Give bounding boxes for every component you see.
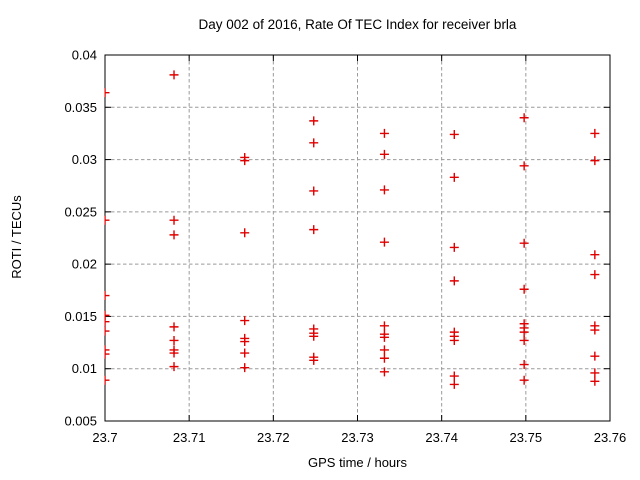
data-point-marker [519, 335, 529, 345]
data-point-marker [104, 349, 110, 359]
data-point-marker [379, 149, 389, 159]
data-point-marker [240, 337, 250, 347]
data-point-marker [169, 348, 179, 358]
data-point-marker [590, 156, 600, 166]
data-point-marker [519, 375, 529, 385]
y-tick-label: 0.01 [72, 361, 97, 376]
data-point-marker [309, 186, 319, 196]
data-point-marker [104, 375, 110, 385]
y-axis-label: ROTI / TECUs [9, 195, 24, 279]
data-point-marker [240, 316, 250, 326]
x-tick-label: 23.74 [425, 430, 458, 445]
data-point-marker [104, 291, 110, 301]
x-axis-label: GPS time / hours [308, 455, 407, 470]
data-point-marker [309, 355, 319, 365]
data-point-marker [379, 185, 389, 195]
x-tick-label: 23.71 [173, 430, 206, 445]
data-point-marker [590, 368, 600, 378]
data-point-marker [169, 335, 179, 345]
data-point-marker [379, 237, 389, 247]
data-point-marker [449, 379, 459, 389]
x-tick-label: 23.72 [257, 430, 290, 445]
data-point-marker [519, 284, 529, 294]
data-point-marker [379, 353, 389, 363]
x-tick-label: 23.75 [510, 430, 543, 445]
data-point-marker [590, 376, 600, 386]
y-tick-label: 0.025 [64, 204, 97, 219]
data-point-marker [590, 128, 600, 138]
data-point-marker [519, 113, 529, 123]
data-point-marker [590, 270, 600, 280]
data-point-marker [309, 225, 319, 235]
data-point-marker [104, 215, 110, 225]
data-point-marker [104, 88, 110, 98]
data-point-marker [379, 332, 389, 342]
data-point-marker [519, 360, 529, 370]
y-tick-label: 0.02 [72, 257, 97, 272]
data-point-marker [309, 331, 319, 341]
data-point-marker [169, 322, 179, 332]
data-point-marker [449, 242, 459, 252]
data-point-marker [519, 238, 529, 248]
data-point-marker [104, 326, 110, 336]
x-tick-label: 23.76 [594, 430, 627, 445]
data-point-marker [169, 230, 179, 240]
y-tick-label: 0.005 [64, 414, 97, 429]
data-point-marker [240, 228, 250, 238]
data-point-marker [379, 128, 389, 138]
data-point-marker [449, 335, 459, 345]
data-point-marker [309, 116, 319, 126]
data-point-marker [379, 321, 389, 331]
x-tick-label: 23.73 [341, 430, 374, 445]
data-point-marker [240, 156, 250, 166]
data-point-marker [590, 250, 600, 260]
data-point-marker [240, 363, 250, 373]
y-tick-label: 0.03 [72, 152, 97, 167]
data-point-marker [590, 325, 600, 335]
data-point-marker [519, 327, 529, 337]
y-tick-label: 0.04 [72, 48, 97, 63]
data-point-marker [169, 70, 179, 80]
data-point-marker [449, 172, 459, 182]
data-point-marker [169, 362, 179, 372]
data-point-marker [379, 367, 389, 377]
chart-title: Day 002 of 2016, Rate Of TEC Index for r… [198, 17, 517, 32]
data-point-marker [519, 161, 529, 171]
data-point-marker [169, 215, 179, 225]
data-point-marker [449, 371, 459, 381]
data-point-marker [309, 138, 319, 148]
y-tick-label: 0.015 [64, 309, 97, 324]
data-point-marker [379, 345, 389, 355]
y-tick-label: 0.035 [64, 100, 97, 115]
data-point-marker [590, 351, 600, 361]
data-point-marker [104, 317, 110, 327]
data-point-marker [449, 129, 459, 139]
x-tick-label: 23.7 [92, 430, 117, 445]
data-points [104, 70, 600, 389]
data-point-marker [449, 276, 459, 286]
data-point-marker [240, 348, 250, 358]
